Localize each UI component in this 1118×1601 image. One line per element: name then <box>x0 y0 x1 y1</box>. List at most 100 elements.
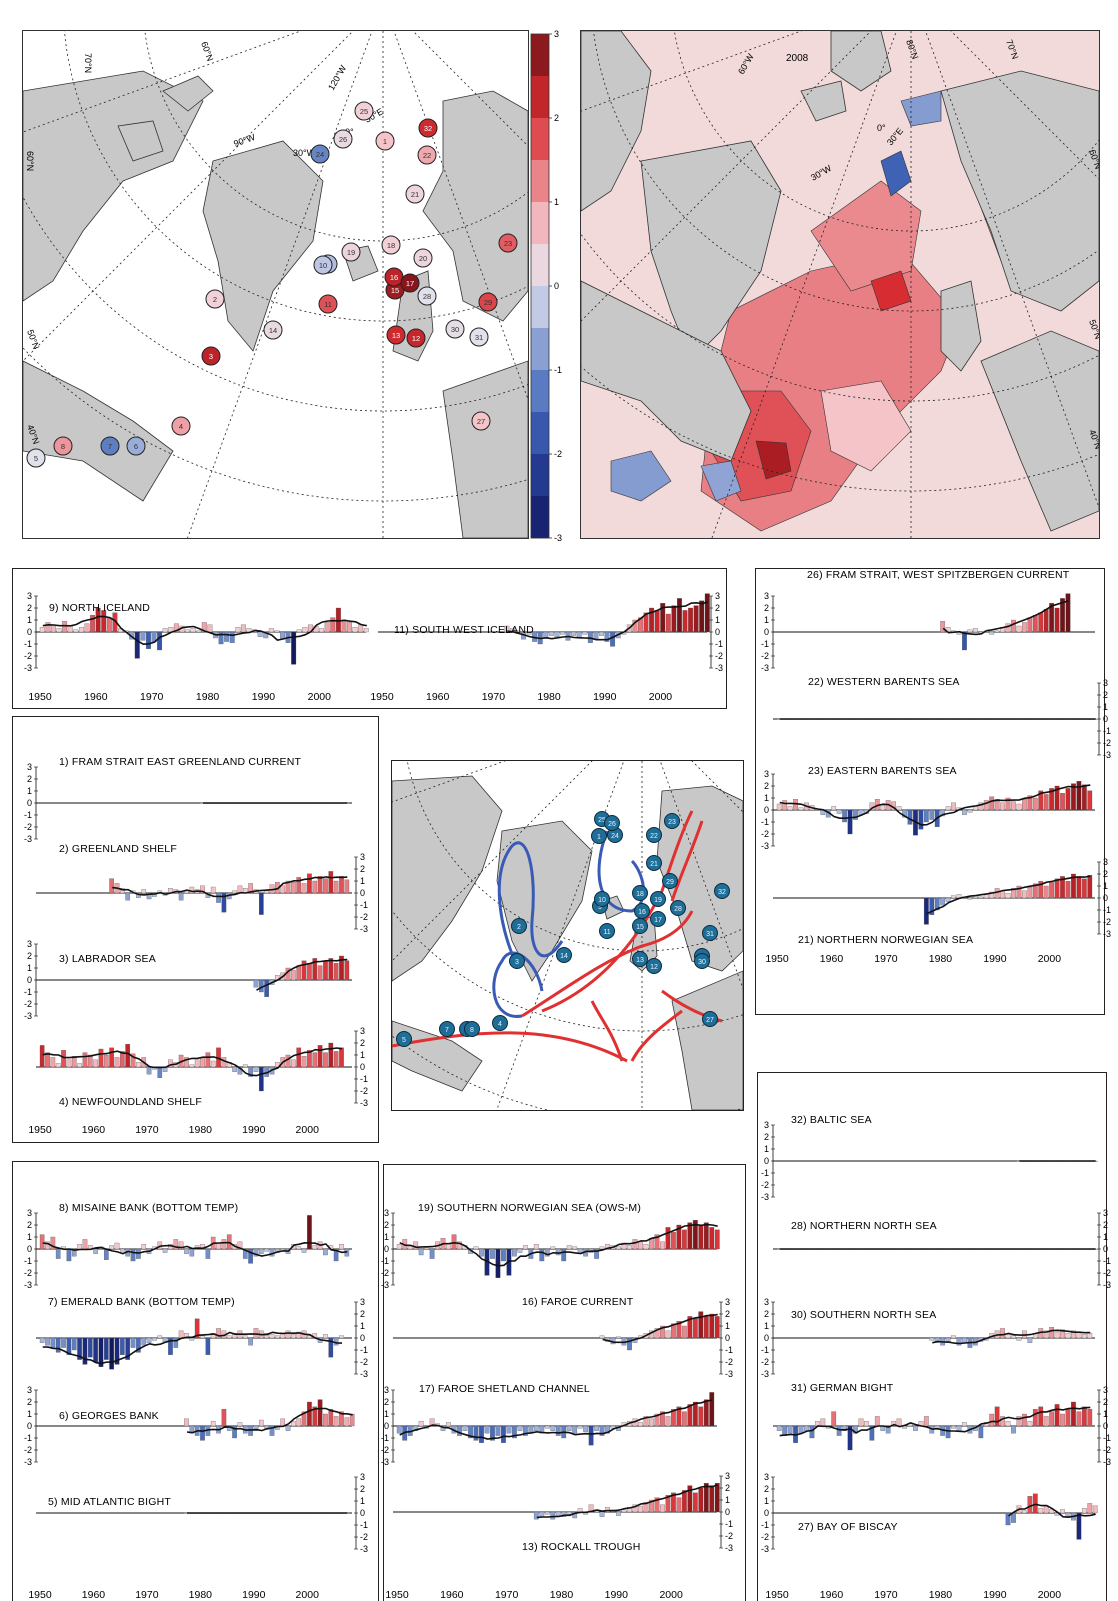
anomaly-bar <box>994 888 1000 899</box>
station-marker: 18 <box>381 235 401 255</box>
anomaly-bar <box>605 1507 610 1513</box>
x-tick-label: 1960 <box>84 691 108 703</box>
y-tick-label: 3 <box>1103 1208 1108 1218</box>
anomaly-bar <box>248 1337 253 1346</box>
x-tick-label: 1990 <box>242 1589 266 1601</box>
circulation-station-label: 5 <box>402 1037 406 1044</box>
anomaly-bar <box>216 1328 221 1339</box>
trend-line <box>1008 1503 1096 1518</box>
anomaly-bar <box>344 1417 350 1427</box>
anomaly-bar <box>967 809 973 813</box>
anomaly-bar <box>178 1241 184 1250</box>
anomaly-bar <box>61 1050 66 1068</box>
anomaly-bar <box>157 1335 163 1339</box>
anomaly-bar <box>688 607 694 633</box>
anomaly-bar <box>703 1399 709 1427</box>
y-tick-label: 1 <box>764 1496 769 1506</box>
anomaly-bar <box>190 628 196 633</box>
anomaly-bar <box>39 1045 45 1068</box>
anomaly-bar <box>77 1244 82 1250</box>
circulation-station: 24 <box>607 827 623 843</box>
colorbar-bin <box>531 244 549 287</box>
circulation-station-label: 2 <box>517 924 521 931</box>
anomaly-bar <box>232 1425 237 1439</box>
x-tick-label: 1950 <box>28 1589 52 1601</box>
x-tick-label: 1990 <box>983 1589 1007 1601</box>
anomaly-bar <box>50 1337 56 1348</box>
anomaly-bar <box>1027 617 1033 633</box>
trend-line <box>42 1047 343 1077</box>
anomaly-bar <box>114 1337 120 1365</box>
circulation-station-label: 4 <box>498 1021 502 1028</box>
anomaly-bar <box>257 631 263 637</box>
anomaly-bar <box>847 809 853 835</box>
anomaly-bar <box>55 1337 61 1353</box>
x-axis: 1950 1960 1970 1980 1990 2000 <box>28 691 331 703</box>
y-tick-label: 1 <box>715 615 720 625</box>
trend-line <box>507 601 709 641</box>
meridian-line <box>925 31 1099 509</box>
anomaly-bar <box>45 1337 50 1346</box>
y-tick-label: 0 <box>27 1244 32 1254</box>
circulation-station-label: 12 <box>650 964 658 971</box>
anomaly-bar <box>291 1334 296 1339</box>
anomaly-bar <box>687 1404 693 1427</box>
anomaly-bar <box>50 1057 56 1068</box>
anomaly-bar <box>681 1229 687 1250</box>
station-marker: 8 <box>53 436 73 456</box>
anomaly-bar <box>967 897 973 900</box>
anomaly-bar <box>676 1224 682 1250</box>
anomaly-bar <box>1000 1416 1005 1427</box>
trend-line <box>399 1399 713 1440</box>
anomaly-bar <box>168 1059 173 1068</box>
anomaly-bar <box>698 1311 704 1339</box>
station-label: 17 <box>406 279 414 288</box>
station-label: 2 <box>213 295 217 304</box>
y-tick-label: 0 <box>764 627 769 637</box>
anomaly-bar <box>98 1048 104 1068</box>
anomaly-bar <box>670 1323 676 1339</box>
station-circle <box>263 320 283 340</box>
y-tick-label: -2 <box>24 1445 32 1455</box>
anomaly-bar <box>221 1409 227 1427</box>
anomaly-bar <box>141 1244 147 1250</box>
anomaly-bar <box>457 1241 462 1250</box>
anomaly-bar <box>130 1248 136 1262</box>
anomaly-bar <box>902 809 907 818</box>
anomaly-bar <box>339 1047 344 1068</box>
meridian-line <box>496 761 625 1110</box>
timeseries-chart: 3 2 1 0 -1 -2 -3 23) EASTERN BARENTS SEA <box>761 765 1095 851</box>
anomaly-bar <box>918 809 924 830</box>
y-tick-label: -2 <box>360 1086 368 1096</box>
x-tick-label: 2000 <box>296 1589 320 1601</box>
anomaly-bar <box>95 607 101 633</box>
anomaly-bar <box>599 631 604 636</box>
anomaly-bar <box>429 1248 435 1259</box>
anomaly-bar <box>1038 790 1044 811</box>
anomaly-bar <box>291 882 296 894</box>
anomaly-bar <box>577 1425 583 1429</box>
station-label: 12 <box>412 334 420 343</box>
anomaly-bar <box>978 896 984 899</box>
y-tick-label: 3 <box>360 1472 365 1482</box>
anomaly-bar <box>462 1425 468 1431</box>
x-tick-label: 1980 <box>929 953 953 965</box>
y-tick-label: -3 <box>1103 750 1111 760</box>
anomaly-bar <box>418 1421 424 1427</box>
anomaly-bar <box>989 891 995 899</box>
anomaly-bar <box>517 1425 523 1431</box>
chart-title: 22) WESTERN BARENTS SEA <box>808 676 960 688</box>
circulation-station-label: 26 <box>608 821 616 828</box>
y-tick-label: -3 <box>761 1192 769 1202</box>
station-marker: 32 <box>418 118 438 138</box>
anomaly-bar <box>962 1337 967 1343</box>
chart-title: 26) FRAM STRAIT, WEST SPITZBERGEN CURREN… <box>807 569 1070 581</box>
station-label: 21 <box>411 190 419 199</box>
y-tick-label: 3 <box>27 1208 32 1218</box>
anomaly-bar <box>940 621 946 633</box>
anomaly-bar <box>929 1337 935 1341</box>
y-tick-label: 1 <box>1103 881 1108 891</box>
anomaly-bar <box>319 628 325 633</box>
anomaly-bar <box>638 1505 643 1513</box>
circulation-station-dot <box>694 953 710 969</box>
